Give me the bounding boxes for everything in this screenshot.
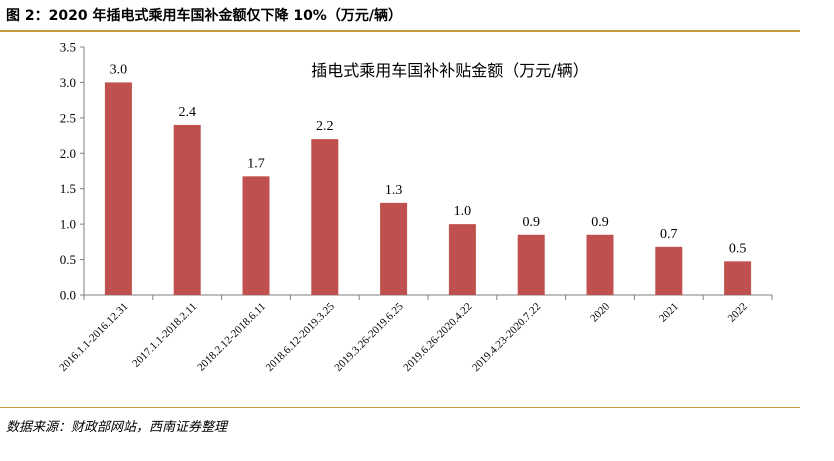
y-axis: 0.0 0.5 1.0 1.5 2.0 2.5 3.0 3.5 bbox=[60, 40, 85, 303]
y-tick-label: 2.0 bbox=[60, 146, 76, 161]
data-label: 1.3 bbox=[385, 183, 403, 198]
y-tick-label: 1.5 bbox=[60, 181, 76, 196]
category-label: 2018.6.12-2019.3.25 bbox=[264, 300, 338, 374]
y-tick-label: 3.5 bbox=[60, 40, 76, 55]
category-label: 2017.1.1-2018.2.11 bbox=[130, 301, 199, 370]
data-label: 3.0 bbox=[110, 62, 128, 77]
category-labels: 2016.1.1-2016.12.31 2017.1.1-2018.2.11201… bbox=[57, 300, 750, 374]
source-note: 数据来源：财政部网站，西南证券整理 bbox=[6, 420, 228, 435]
y-tick-label: 3.0 bbox=[60, 75, 76, 90]
x-axis bbox=[83, 294, 773, 300]
y-tick-label: 1.0 bbox=[60, 217, 76, 232]
bar bbox=[242, 176, 270, 295]
data-label: 1.7 bbox=[247, 156, 265, 171]
data-label: 2.2 bbox=[316, 119, 334, 134]
data-label: 0.9 bbox=[522, 215, 540, 230]
category-label: 2019.3.26-2019.6.25 bbox=[332, 300, 406, 374]
data-label: 1.0 bbox=[454, 204, 472, 219]
bar bbox=[173, 124, 201, 295]
bar bbox=[104, 82, 132, 295]
chart-title: 插电式乘用车国补补贴金额（万元/辆） bbox=[311, 61, 588, 80]
bar bbox=[380, 202, 408, 295]
data-label: 2.4 bbox=[178, 105, 196, 120]
y-tick-label: 0.0 bbox=[60, 288, 76, 303]
bar bbox=[517, 234, 545, 295]
data-label: 0.7 bbox=[660, 227, 678, 242]
bar bbox=[586, 234, 614, 295]
bar bbox=[655, 246, 683, 295]
category-label: 2021 bbox=[657, 301, 681, 325]
category-label: 2020 bbox=[588, 300, 612, 324]
bars bbox=[104, 82, 752, 295]
category-label: 2019.4.23-2020.7.22 bbox=[470, 301, 543, 374]
bottom-rule bbox=[0, 407, 800, 408]
category-label: 2018.2.12-2018.6.11 bbox=[195, 301, 268, 374]
bar bbox=[448, 224, 476, 295]
data-label: 0.9 bbox=[591, 215, 609, 230]
data-label: 0.5 bbox=[729, 241, 747, 256]
category-label: 2022 bbox=[726, 301, 750, 325]
category-label: 2016.1.1-2016.12.31 bbox=[57, 301, 130, 374]
category-label: 2019.6.26-2020.4.22 bbox=[401, 301, 474, 374]
y-tick-label: 2.5 bbox=[60, 110, 76, 125]
bar bbox=[724, 261, 752, 295]
data-labels: 3.0 2.4 1.7 2.2 1.3 1.0 0.9 0.9 0.7 0.5 bbox=[110, 62, 747, 256]
bar bbox=[311, 139, 339, 295]
y-tick-label: 0.5 bbox=[60, 252, 76, 267]
top-rule bbox=[0, 30, 800, 32]
figure-title: 图 2：2020 年插电式乘用车国补金额仅下降 10%（万元/辆） bbox=[6, 8, 402, 24]
